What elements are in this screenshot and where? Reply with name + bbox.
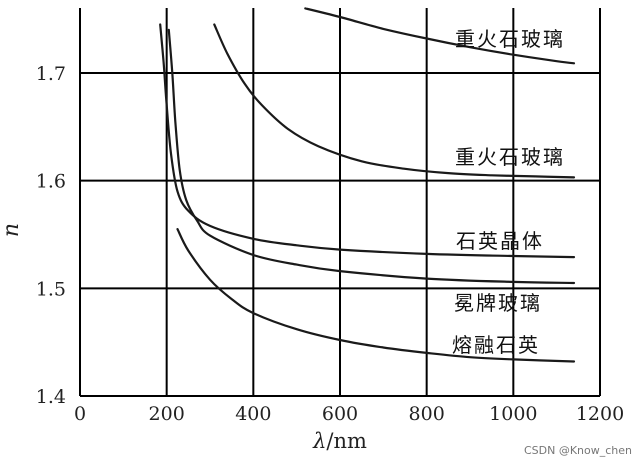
curve-label-0: 重火石玻璃 <box>455 27 565 51</box>
x-tick-label: 1200 <box>576 403 624 425</box>
series-line-2 <box>159 23 576 259</box>
x-axis-label-unit: /nm <box>326 429 367 453</box>
x-tick-label: 200 <box>149 403 185 425</box>
x-tick-label: 1000 <box>489 403 537 425</box>
grid-lines <box>79 8 601 397</box>
curve-label-4: 熔融石英 <box>452 333 540 357</box>
y-axis-label: n <box>0 223 24 237</box>
curve-label-2: 石英晶体 <box>456 229 544 253</box>
x-tick-label: 800 <box>409 403 445 425</box>
y-tick-label: 1.5 <box>36 278 66 300</box>
x-axis-label: λ/nm <box>312 429 367 453</box>
curves <box>159 7 576 363</box>
y-tick-label: 1.7 <box>36 63 66 85</box>
curve-label-3: 冕牌玻璃 <box>454 291 542 315</box>
x-tick-label: 0 <box>74 403 86 425</box>
x-tick-labels: 0 200 400 600 800 1000 1200 <box>74 403 624 425</box>
x-tick-label: 600 <box>322 403 358 425</box>
x-axis-label-symbol: λ <box>312 429 326 453</box>
curve-label-1: 重火石玻璃 <box>455 145 565 169</box>
y-tick-labels: 1.4 1.5 1.6 1.7 <box>36 63 66 408</box>
watermark: CSDN @Know_chen <box>524 444 632 457</box>
y-tick-label: 1.4 <box>36 386 66 408</box>
series-line-4 <box>176 228 576 363</box>
y-tick-label: 1.6 <box>36 171 66 193</box>
x-tick-label: 400 <box>235 403 271 425</box>
series-line-3 <box>167 28 576 285</box>
series-line-0 <box>304 7 576 65</box>
series-line-1 <box>213 23 576 179</box>
